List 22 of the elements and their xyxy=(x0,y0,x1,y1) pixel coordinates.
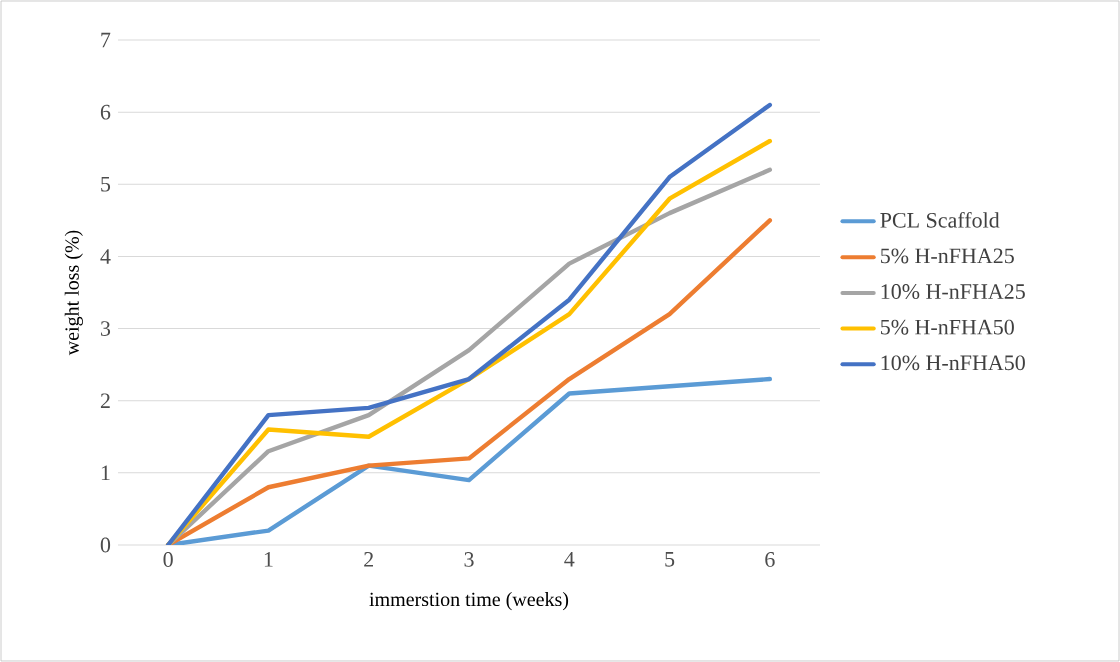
y-axis-title: weight loss (%) xyxy=(64,230,83,356)
x-axis-title: immerstion time (weeks) xyxy=(369,592,569,611)
legend-label: 5% H-nFHA25 xyxy=(881,248,1014,264)
x-tick-label: 6 xyxy=(765,552,775,567)
x-tick-label: 4 xyxy=(564,552,575,567)
y-tick-label: 6 xyxy=(100,104,111,120)
y-tick-label: 0 xyxy=(100,537,111,553)
y-tick-label: 1 xyxy=(101,465,110,481)
y-tick-label: 4 xyxy=(100,249,111,264)
legend-label: PCL Scaffold xyxy=(880,211,1000,228)
legend-label: 10% H-nFHA25 xyxy=(881,284,1025,300)
x-tick-label: 5 xyxy=(665,552,675,567)
x-tick-label: 1 xyxy=(264,552,273,567)
x-tick-label: 0 xyxy=(163,552,173,567)
y-tick-label: 7 xyxy=(101,32,111,48)
x-tick-label: 3 xyxy=(464,552,474,567)
y-tick-label: 5 xyxy=(101,176,111,192)
x-tick-label: 2 xyxy=(364,552,373,567)
y-tick-label: 2 xyxy=(100,393,110,408)
y-tick-label: 3 xyxy=(101,321,111,336)
legend-label: 5% H-nFHA50 xyxy=(881,319,1014,335)
legend-label: 10% H-nFHA50 xyxy=(881,355,1025,371)
